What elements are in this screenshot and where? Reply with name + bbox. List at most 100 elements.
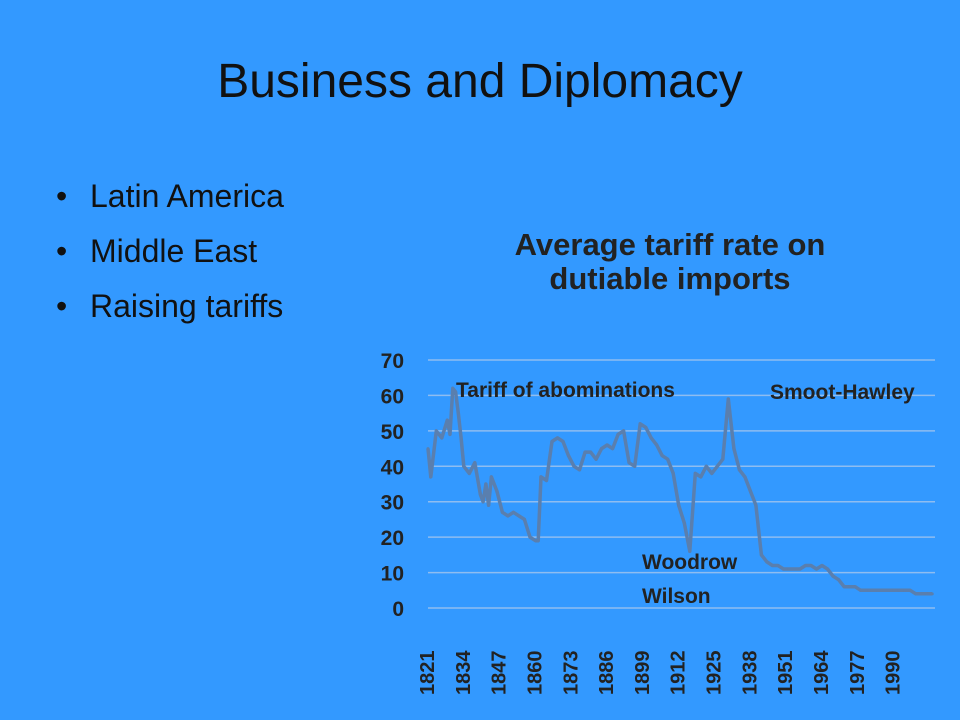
data-point <box>721 457 725 461</box>
data-point <box>487 503 491 507</box>
slide-title: Business and Diplomacy <box>217 55 743 108</box>
data-point <box>533 539 537 543</box>
data-point <box>426 447 430 451</box>
data-point <box>633 464 637 468</box>
data-point <box>892 588 896 592</box>
chart-annotation: Woodrow <box>642 551 738 574</box>
data-point <box>765 560 769 564</box>
data-point <box>660 454 664 458</box>
data-point <box>682 521 686 525</box>
data-point <box>776 563 780 567</box>
data-point <box>572 464 576 468</box>
bullet-text: Middle East <box>90 233 258 269</box>
data-point <box>429 475 433 479</box>
data-point <box>583 450 587 454</box>
data-point <box>536 539 540 543</box>
data-point <box>837 578 841 582</box>
data-point <box>770 563 774 567</box>
x-tick-label: 1925 <box>704 651 726 696</box>
data-point <box>495 489 499 493</box>
x-tick-label: 1938 <box>739 651 761 696</box>
data-point <box>908 588 912 592</box>
bullet-item: • Latin America <box>56 180 284 212</box>
y-tick-label: 20 <box>381 527 404 550</box>
data-point <box>544 478 548 482</box>
data-point <box>440 436 444 440</box>
data-point <box>528 535 532 539</box>
data-point <box>809 563 813 567</box>
data-point <box>726 397 730 401</box>
data-point <box>561 439 565 443</box>
data-point <box>870 588 874 592</box>
data-point <box>831 574 835 578</box>
data-point <box>688 549 692 553</box>
data-point <box>484 482 488 486</box>
data-point <box>815 567 819 571</box>
data-point <box>594 457 598 461</box>
data-point <box>743 475 747 479</box>
data-point <box>473 461 477 465</box>
data-point <box>644 425 648 429</box>
data-point <box>859 588 863 592</box>
data-point <box>754 503 758 507</box>
data-point <box>589 450 593 454</box>
x-tick-label: 1873 <box>560 651 582 696</box>
data-point <box>459 436 463 440</box>
y-tick-label: 60 <box>381 385 404 408</box>
data-point <box>445 418 449 422</box>
data-point <box>925 592 929 596</box>
data-point <box>748 489 752 493</box>
chart-grid <box>428 359 935 609</box>
data-point <box>864 588 868 592</box>
data-point <box>759 553 763 557</box>
data-point <box>826 567 830 571</box>
data-point <box>506 514 510 518</box>
data-point <box>605 443 609 447</box>
data-point <box>489 475 493 479</box>
x-tick-label: 1964 <box>811 650 833 695</box>
data-point <box>798 567 802 571</box>
data-point <box>467 471 471 475</box>
data-point <box>517 514 521 518</box>
data-point <box>897 588 901 592</box>
data-point <box>550 439 554 443</box>
data-point <box>451 386 455 390</box>
x-tick-label: 1834 <box>453 650 475 695</box>
data-point <box>671 471 675 475</box>
data-point <box>787 567 791 571</box>
data-point <box>655 443 659 447</box>
data-point <box>666 457 670 461</box>
y-tick-label: 70 <box>381 350 404 373</box>
data-point <box>511 510 515 514</box>
chart-annotations: Tariff of abominations Smoot-Hawley Woodro… <box>456 379 915 608</box>
data-point <box>848 585 852 589</box>
data-point <box>930 592 934 596</box>
data-point <box>481 500 485 504</box>
data-point <box>649 436 653 440</box>
data-point <box>842 585 846 589</box>
x-tick-label: 1847 <box>489 651 511 696</box>
data-point <box>792 567 796 571</box>
bullet-text: Raising tariffs <box>90 288 284 324</box>
x-axis-ticks: 1821 1834 1847 1860 1873 1886 1899 1912 1925 1938… <box>417 650 905 695</box>
bullet-item: • Middle East <box>56 235 284 267</box>
bullet-text: Latin America <box>90 178 284 214</box>
y-tick-label: 0 <box>392 598 404 621</box>
data-point <box>781 567 785 571</box>
data-point <box>448 432 452 436</box>
x-tick-label: 1990 <box>883 651 905 696</box>
chart-annotation: Wilson <box>642 585 711 608</box>
data-point <box>556 436 560 440</box>
data-point <box>803 563 807 567</box>
data-point <box>500 510 504 514</box>
data-point <box>616 432 620 436</box>
x-tick-label: 1821 <box>417 651 439 696</box>
data-point <box>627 461 631 465</box>
data-point <box>456 411 460 415</box>
data-point <box>454 390 458 394</box>
x-tick-label: 1886 <box>596 651 618 696</box>
data-point <box>914 592 918 596</box>
data-point <box>699 475 703 479</box>
bullet-item: • Raising tariffs <box>56 290 284 322</box>
